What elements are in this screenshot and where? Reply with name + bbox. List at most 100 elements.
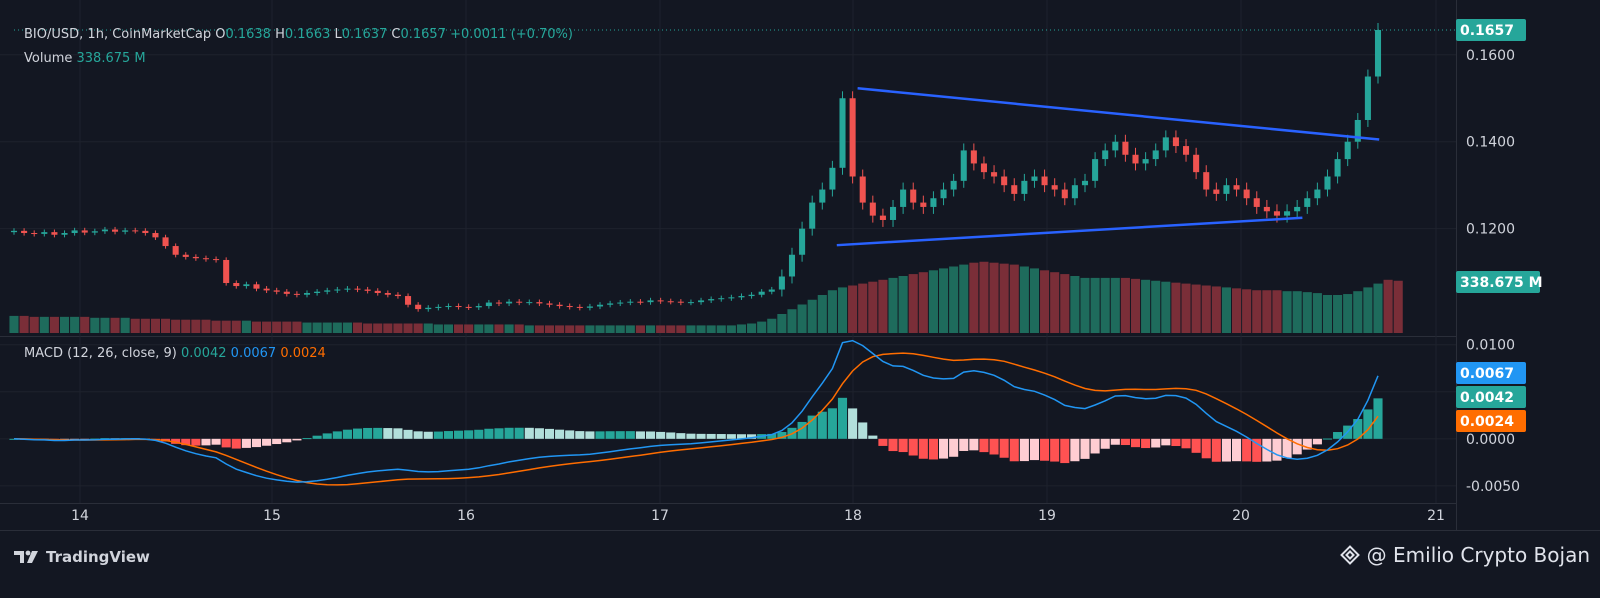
candle-body [122, 230, 129, 232]
candle-body [475, 306, 482, 308]
candle-body [657, 300, 664, 302]
volume-legend: Volume 338.675 M [24, 51, 146, 66]
volume-bar [312, 322, 322, 333]
volume-bar [70, 316, 80, 333]
candle-body [1021, 180, 1028, 194]
macd-label[interactable]: MACD (12, 26, close, 9) [24, 346, 177, 361]
candle-body [859, 176, 866, 203]
low-value: 0.1637 [341, 27, 388, 42]
volume-bar [575, 325, 585, 333]
volume-bar [686, 325, 696, 333]
candle-body [677, 301, 684, 303]
macd-histogram-bar [716, 434, 726, 439]
macd-tick-label: 0.0100 [1466, 338, 1515, 354]
macd-histogram-bar [403, 429, 413, 439]
candle-body [607, 303, 614, 305]
volume-bar [292, 321, 302, 333]
macd-histogram-bar [969, 438, 979, 451]
macd-histogram-bar [575, 431, 585, 439]
macd-histogram-bar [544, 428, 555, 439]
macd-histogram-bar [1353, 419, 1363, 439]
candle-body [980, 163, 987, 173]
macd-histogram-bar [1141, 438, 1151, 449]
volume-bar [171, 319, 181, 333]
candle-body [546, 303, 553, 305]
candle-body [213, 259, 220, 261]
volume-bar [888, 277, 898, 333]
volume-bar [332, 322, 342, 333]
candle-body [617, 302, 624, 304]
volume-bar [1080, 277, 1090, 333]
candle-body [506, 301, 513, 304]
macd-histogram-bar [373, 427, 383, 439]
candle-body [293, 293, 300, 295]
volume-bar [716, 325, 726, 333]
volume-bar [1181, 283, 1191, 333]
candle-body [1243, 189, 1250, 199]
candle-body [1162, 137, 1169, 151]
volume-label[interactable]: Volume [24, 51, 73, 66]
candle-body [495, 302, 503, 304]
volume-value: 338.675 M [76, 51, 146, 66]
candle-body [596, 304, 604, 307]
macd-tick-label: -0.0050 [1466, 479, 1520, 495]
macd-histogram-bar [807, 415, 817, 439]
volume-bar [656, 325, 666, 333]
volume-bar [1019, 266, 1029, 333]
trendline-upper [857, 87, 1380, 141]
candle-body [1081, 180, 1089, 186]
tradingview-logo-icon [14, 550, 38, 563]
candle-body [1233, 185, 1240, 190]
price-tick-label: 0.1600 [1466, 48, 1515, 64]
candle-body [445, 306, 452, 308]
candle-body [536, 302, 543, 304]
candle-body [1354, 119, 1361, 142]
candle-body [1182, 146, 1190, 155]
macd-histogram-bar [1333, 432, 1343, 439]
author-watermark: @ Emilio Crypto Bojan [1339, 543, 1590, 567]
volume-bar [969, 262, 979, 333]
volume-bar [272, 321, 282, 333]
volume-bar [1070, 276, 1080, 333]
volume-bar [110, 317, 120, 333]
volume-bar [514, 324, 524, 333]
macd-histogram-bar [484, 428, 494, 439]
volume-bar [1252, 290, 1262, 333]
candle-body [758, 291, 765, 295]
macd-histogram-bar [656, 431, 666, 439]
candle-body [900, 189, 907, 207]
macd-histogram-bar [383, 428, 393, 439]
candle-body [819, 189, 826, 203]
volume-bar [928, 270, 938, 333]
close-label: C [391, 27, 401, 42]
macd-histogram-bar [504, 427, 514, 439]
symbol-label[interactable]: BIO/USD [24, 27, 80, 42]
macd-histogram-bar [676, 433, 686, 439]
candle-body [263, 288, 270, 291]
macd-histogram-bar [433, 431, 443, 439]
volume-bar [1393, 280, 1403, 333]
candle-body [455, 306, 462, 308]
candle-body [324, 290, 331, 292]
macd-line-badge-bg [1456, 362, 1526, 384]
candle-body [526, 302, 533, 304]
tradingview-logo[interactable]: TradingView [14, 548, 150, 566]
volume-bar [797, 304, 807, 333]
macd-histogram-bar [1242, 438, 1252, 462]
interval-label[interactable]: 1h [87, 27, 104, 42]
volume-badge-bg [1456, 271, 1540, 293]
volume-bar [120, 317, 130, 333]
macd-histogram-bar [221, 438, 231, 448]
macd-histogram-bar [1090, 438, 1100, 454]
candle-body [223, 259, 230, 284]
volume-bar [464, 324, 474, 333]
candle-body [344, 288, 351, 290]
candle-body [637, 301, 644, 303]
volume-bar [1221, 287, 1231, 333]
macd-line [13, 339, 1379, 483]
volume-bar [544, 325, 555, 333]
candle-body [920, 202, 927, 207]
macd-histogram-bar [1252, 438, 1262, 462]
